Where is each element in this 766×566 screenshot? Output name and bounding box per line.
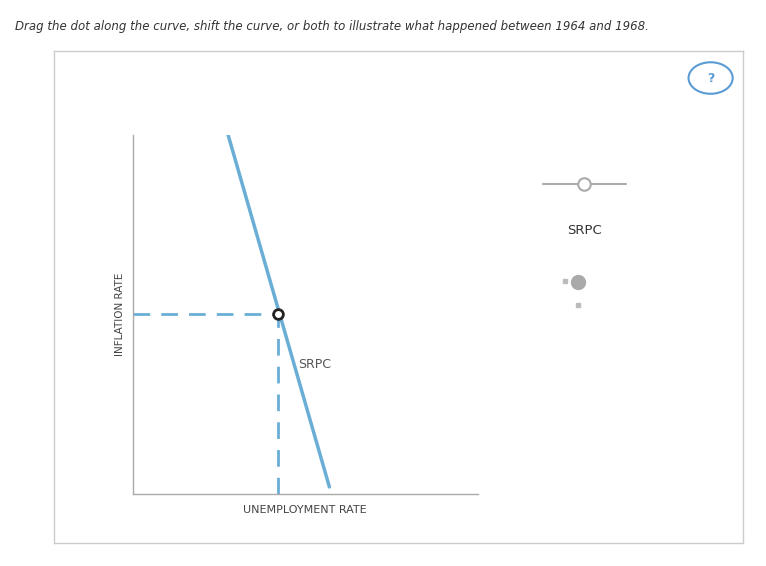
Text: Drag the dot along the curve, shift the curve, or both to illustrate what happen: Drag the dot along the curve, shift the … [15, 20, 650, 33]
Y-axis label: INFLATION RATE: INFLATION RATE [115, 273, 125, 356]
Circle shape [689, 62, 733, 94]
X-axis label: UNEMPLOYMENT RATE: UNEMPLOYMENT RATE [244, 505, 367, 515]
Text: SRPC: SRPC [299, 358, 332, 371]
Text: SRPC: SRPC [567, 224, 602, 237]
Text: ?: ? [707, 71, 715, 84]
